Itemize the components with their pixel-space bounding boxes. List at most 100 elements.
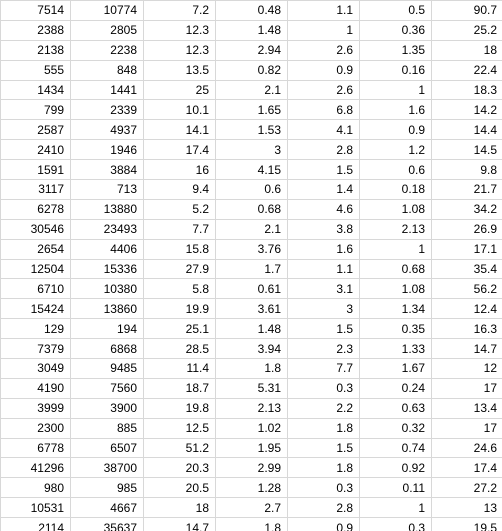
table-cell: 4.1 [288, 120, 360, 140]
table-cell: 1.8 [216, 518, 288, 531]
table-cell: 4667 [71, 498, 144, 518]
table-cell: 1.28 [216, 478, 288, 498]
table-cell: 3.94 [216, 339, 288, 359]
table-cell: 14.1 [144, 120, 216, 140]
table-cell: 2587 [1, 120, 71, 140]
table-cell: 7.7 [288, 359, 360, 379]
table-row: 125041533627.91.71.10.6835.4 [1, 259, 502, 279]
table-cell: 1.48 [216, 20, 288, 40]
table-cell: 1.08 [360, 279, 432, 299]
table-cell: 12.5 [144, 418, 216, 438]
table-cell: 1.4 [288, 180, 360, 200]
table-cell: 9.4 [144, 180, 216, 200]
table-cell: 1.35 [360, 40, 432, 60]
table-cell: 7379 [1, 339, 71, 359]
table-cell: 13.4 [432, 398, 502, 418]
table-cell: 3.76 [216, 239, 288, 259]
table-cell: 0.35 [360, 319, 432, 339]
table-cell: 5.2 [144, 199, 216, 219]
table-cell: 18.7 [144, 378, 216, 398]
table-cell: 7.2 [144, 1, 216, 21]
table-cell: 14.2 [432, 100, 502, 120]
table-cell: 5.31 [216, 378, 288, 398]
table-cell: 13860 [71, 299, 144, 319]
table-cell: 13.5 [144, 60, 216, 80]
table-cell: 1434 [1, 80, 71, 100]
table-cell: 17 [432, 418, 502, 438]
table-cell: 38700 [71, 458, 144, 478]
table-row: 6278138805.20.684.61.0834.2 [1, 199, 502, 219]
table-cell: 14.5 [432, 140, 502, 160]
table-cell: 0.24 [360, 378, 432, 398]
table-cell: 16.3 [432, 319, 502, 339]
table-row: 230088512.51.021.80.3217 [1, 418, 502, 438]
table-cell: 0.68 [360, 259, 432, 279]
table-cell: 14.4 [432, 120, 502, 140]
table-cell: 129 [1, 319, 71, 339]
table-cell: 4190 [1, 378, 71, 398]
table-cell: 51.2 [144, 438, 216, 458]
table-cell: 14.7 [144, 518, 216, 531]
table-cell: 0.3 [360, 518, 432, 531]
table-cell: 19.5 [432, 518, 502, 531]
table-cell: 713 [71, 180, 144, 200]
data-table: 7514107747.20.481.10.590.72388280512.31.… [0, 0, 502, 531]
table-cell: 2.6 [288, 40, 360, 60]
table-cell: 0.3 [288, 378, 360, 398]
table-cell: 24.6 [432, 438, 502, 458]
table-cell: 0.92 [360, 458, 432, 478]
table-cell: 18 [432, 40, 502, 60]
table-cell: 19.8 [144, 398, 216, 418]
table-cell: 27.2 [432, 478, 502, 498]
table-cell: 15424 [1, 299, 71, 319]
table-cell: 0.9 [288, 60, 360, 80]
table-cell: 2114 [1, 518, 71, 531]
table-cell: 10774 [71, 1, 144, 21]
table-cell: 21.7 [432, 180, 502, 200]
table-cell: 0.36 [360, 20, 432, 40]
table-cell: 0.63 [360, 398, 432, 418]
table-cell: 0.61 [216, 279, 288, 299]
table-cell: 0.82 [216, 60, 288, 80]
table-cell: 1.53 [216, 120, 288, 140]
table-cell: 6278 [1, 199, 71, 219]
table-cell: 980 [1, 478, 71, 498]
table-cell: 35637 [71, 518, 144, 531]
table-cell: 0.3 [288, 478, 360, 498]
table-cell: 12504 [1, 259, 71, 279]
table-cell: 26.9 [432, 219, 502, 239]
table-cell: 2410 [1, 140, 71, 160]
table-cell: 2.13 [360, 219, 432, 239]
table-cell: 0.11 [360, 478, 432, 498]
table-cell: 25 [144, 80, 216, 100]
table-cell: 1946 [71, 140, 144, 160]
table-cell: 1.6 [288, 239, 360, 259]
table-cell: 1.34 [360, 299, 432, 319]
table-cell: 0.48 [216, 1, 288, 21]
table-cell: 0.18 [360, 180, 432, 200]
table-cell: 12.4 [432, 299, 502, 319]
table-cell: 2238 [71, 40, 144, 60]
table-row: 2388280512.31.4810.3625.2 [1, 20, 502, 40]
table-cell: 6778 [1, 438, 71, 458]
table-cell: 12.3 [144, 20, 216, 40]
table-row: 98098520.51.280.30.1127.2 [1, 478, 502, 498]
table-cell: 848 [71, 60, 144, 80]
table-cell: 1 [360, 239, 432, 259]
table-cell: 1.02 [216, 418, 288, 438]
table-cell: 1.33 [360, 339, 432, 359]
table-cell: 2.2 [288, 398, 360, 418]
table-cell: 3 [288, 299, 360, 319]
table-cell: 0.32 [360, 418, 432, 438]
table-cell: 1.8 [216, 359, 288, 379]
table-row: 21143563714.71.80.90.319.5 [1, 518, 502, 531]
table-row: 7379686828.53.942.31.3314.7 [1, 339, 502, 359]
table-cell: 2300 [1, 418, 71, 438]
table-cell: 194 [71, 319, 144, 339]
table-cell: 1.08 [360, 199, 432, 219]
table-cell: 56.2 [432, 279, 502, 299]
table-cell: 7560 [71, 378, 144, 398]
table-cell: 2.8 [288, 498, 360, 518]
table-cell: 2.8 [288, 140, 360, 160]
table-cell: 4.15 [216, 160, 288, 180]
